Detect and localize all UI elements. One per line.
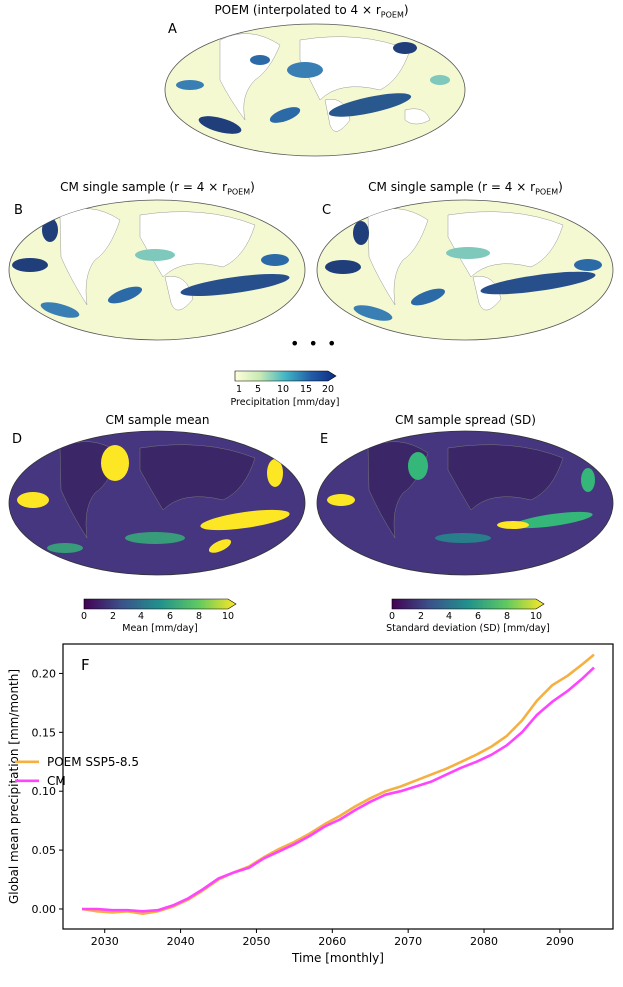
panel-d-title: CM sample mean [105, 413, 210, 427]
mean-colorbar-ticks: 0 2 4 6 8 10 [80, 611, 240, 623]
y-axis-label: Global mean precipitation [mm/month] [7, 669, 21, 904]
panel-e-letter: E [320, 432, 329, 447]
sd-tick: 0 [389, 611, 396, 622]
panel-b-title: CM single sample (r = 4 × rPOEM) [60, 180, 255, 197]
y-tick-label: 0.10 [32, 785, 57, 798]
legend-label: POEM SSP5-8.5 [47, 755, 139, 769]
precip-colorbar-label: Precipitation [mm/day] [230, 397, 340, 408]
panel-e-map [316, 430, 614, 576]
panel-a-letter: A [168, 22, 177, 37]
panel-c-map [316, 199, 614, 341]
sd-tick: 8 [504, 611, 511, 622]
panel-e-title: CM sample spread (SD) [395, 413, 536, 427]
y-tick-label: 0.20 [32, 667, 57, 680]
x-tick-label: 2050 [242, 935, 270, 948]
panel-c-letter: C [322, 203, 332, 218]
mean-tick: 10 [222, 611, 235, 622]
mean-tick: 6 [167, 611, 174, 622]
sd-colorbar [391, 598, 545, 610]
sd-colorbar-ticks: 0 2 4 6 8 10 [388, 611, 548, 623]
x-tick-label: 2090 [546, 935, 574, 948]
precip-colorbar [234, 370, 337, 382]
x-tick-label: 2070 [394, 935, 422, 948]
mean-tick: 0 [81, 611, 88, 622]
legend-label: CM [47, 774, 66, 788]
series-line-1 [82, 666, 595, 913]
mean-tick: 4 [138, 611, 145, 622]
panel-a-title: POEM (interpolated to 4 × rPOEM) [214, 3, 409, 20]
sd-tick: 4 [446, 611, 453, 622]
mean-colorbar [83, 598, 237, 610]
x-axis-label: Time [monthly] [291, 951, 384, 965]
panel-b-letter: B [14, 203, 23, 218]
x-tick-label: 2080 [470, 935, 498, 948]
sd-tick: 6 [475, 611, 482, 622]
precip-tick: 5 [255, 384, 262, 395]
x-tick-label: 2040 [167, 935, 195, 948]
sd-colorbar-label: Standard deviation (SD) [mm/day] [386, 623, 550, 634]
panel-b-map [8, 199, 306, 341]
precip-tick: 10 [277, 384, 290, 395]
x-tick-label: 2060 [318, 935, 346, 948]
panel-f-chart: F 2030 2040 2050 2060 2070 2080 2090 0.00 0.05 0.1… [7, 643, 614, 965]
plot-frame [62, 643, 614, 930]
precip-colorbar-ticks: 1 5 10 15 20 [235, 384, 335, 396]
panel-f-letter: F [81, 656, 90, 674]
mean-tick: 2 [110, 611, 117, 622]
y-tick-label: 0.00 [32, 903, 57, 916]
y-tick-label: 0.05 [32, 844, 57, 857]
panel-d-letter: D [12, 432, 23, 447]
sd-tick: 2 [418, 611, 425, 622]
panel-d-map [8, 430, 306, 576]
precip-tick: 15 [300, 384, 313, 395]
panel-a-map [164, 23, 466, 157]
panel-c-title: CM single sample (r = 4 × rPOEM) [368, 180, 563, 197]
y-tick-label: 0.15 [32, 726, 57, 739]
more-samples-ellipsis: • • • [290, 334, 339, 353]
mean-tick: 8 [196, 611, 203, 622]
sd-tick: 10 [530, 611, 543, 622]
precip-tick: 1 [236, 384, 243, 395]
mean-colorbar-label: Mean [mm/day] [122, 623, 198, 634]
precip-tick: 20 [322, 384, 335, 395]
x-tick-label: 2030 [91, 935, 119, 948]
